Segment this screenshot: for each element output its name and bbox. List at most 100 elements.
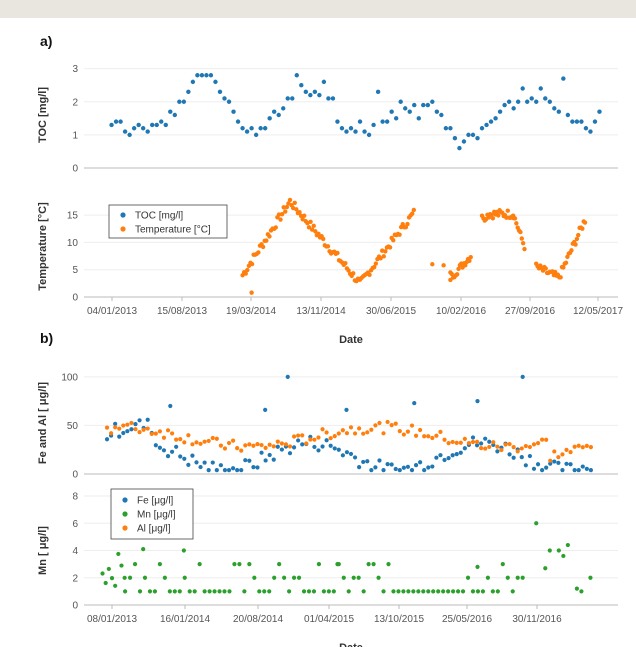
al-point [304, 441, 309, 446]
al-point [519, 446, 524, 451]
al-point [409, 423, 415, 428]
al-point [149, 431, 154, 437]
mn-point [147, 589, 153, 594]
y-tick-label: 8 [72, 492, 78, 503]
toc-point [163, 122, 168, 128]
al-point [397, 429, 402, 434]
toc-point [208, 73, 214, 78]
al-point [413, 433, 419, 438]
mn-point [267, 589, 272, 594]
al-point [401, 432, 406, 437]
fe-point [588, 468, 593, 473]
al-point [194, 440, 199, 445]
toc-point [452, 135, 458, 141]
al-point [222, 446, 228, 451]
x-tick-label: 15/08/2013 [157, 306, 207, 317]
mn-point [356, 575, 361, 580]
al-point [104, 425, 110, 430]
temperature-point [454, 272, 460, 277]
toc-point [113, 119, 119, 124]
fe-point [104, 437, 110, 442]
toc-point [466, 132, 471, 138]
fe-point [287, 451, 293, 456]
fe-point [255, 465, 260, 470]
y-tick-label: 4 [72, 546, 78, 557]
fe-point [157, 445, 162, 450]
mn-point [237, 562, 242, 567]
al-point [377, 420, 382, 426]
temperature-point [264, 238, 269, 243]
toc-point [244, 129, 250, 134]
fe-point [564, 461, 569, 466]
temperature-point [245, 267, 250, 273]
al-point [235, 446, 240, 451]
toc-point [204, 73, 209, 78]
mn-point [272, 575, 277, 580]
mn-point [441, 589, 446, 594]
al-point [483, 446, 488, 451]
fe-point [271, 457, 276, 462]
legend-entry: Mn [μg/l] [137, 510, 176, 521]
temperature-point [505, 208, 510, 213]
al-point [462, 436, 467, 441]
toc-point [412, 102, 417, 108]
toc-point [262, 126, 268, 131]
fe-point [117, 434, 122, 439]
fe-point [401, 465, 406, 470]
toc-point [556, 109, 562, 114]
mn-point [579, 589, 584, 594]
toc-point [271, 109, 277, 114]
x-tick-label: 10/02/2016 [436, 306, 486, 317]
mn-point [326, 589, 331, 594]
mn-point [520, 575, 525, 580]
temperature-point [582, 220, 588, 225]
fe-point [556, 460, 561, 465]
al-point [161, 435, 167, 440]
al-point [479, 446, 484, 451]
fe-point [434, 455, 439, 460]
mn-point [335, 562, 340, 567]
mn-point [475, 589, 481, 594]
mn-point [495, 589, 500, 594]
mn-point [547, 548, 552, 553]
mn-point [475, 564, 480, 569]
toc-point [479, 126, 485, 131]
al-point [178, 437, 183, 442]
toc-point [416, 116, 421, 121]
fe-point [235, 468, 240, 473]
fe-point [129, 427, 134, 432]
mn-point [222, 589, 227, 594]
fe-point [527, 453, 533, 459]
fe-point [389, 462, 394, 467]
toc-point [407, 109, 412, 114]
temperature-point [378, 256, 383, 261]
toc-point [235, 119, 241, 124]
al-point [169, 431, 175, 436]
al-point [369, 427, 374, 432]
al-point [588, 445, 593, 450]
al-point [470, 439, 476, 445]
fe-point [320, 444, 325, 449]
mn-point [116, 551, 121, 557]
mn-point [109, 576, 115, 581]
fe-point [259, 450, 264, 455]
al-point [487, 444, 492, 450]
mn-point [588, 575, 593, 580]
legend-marker [120, 226, 126, 232]
fe-point [190, 453, 195, 458]
mn-point [346, 589, 351, 594]
temperature-point [316, 231, 321, 237]
toc-point [484, 122, 489, 128]
y-tick-label: 6 [72, 519, 78, 530]
al-point [137, 429, 142, 435]
temperature-point [520, 240, 526, 246]
temperature-point [561, 265, 566, 270]
toc-point [570, 119, 575, 124]
y-tick-label: 0 [72, 601, 78, 612]
fe-point [198, 464, 203, 470]
mn-point [500, 562, 505, 567]
temperature-point [300, 217, 305, 222]
temperature-point [308, 219, 313, 224]
fe-point [121, 430, 126, 436]
mn-point [217, 589, 222, 594]
